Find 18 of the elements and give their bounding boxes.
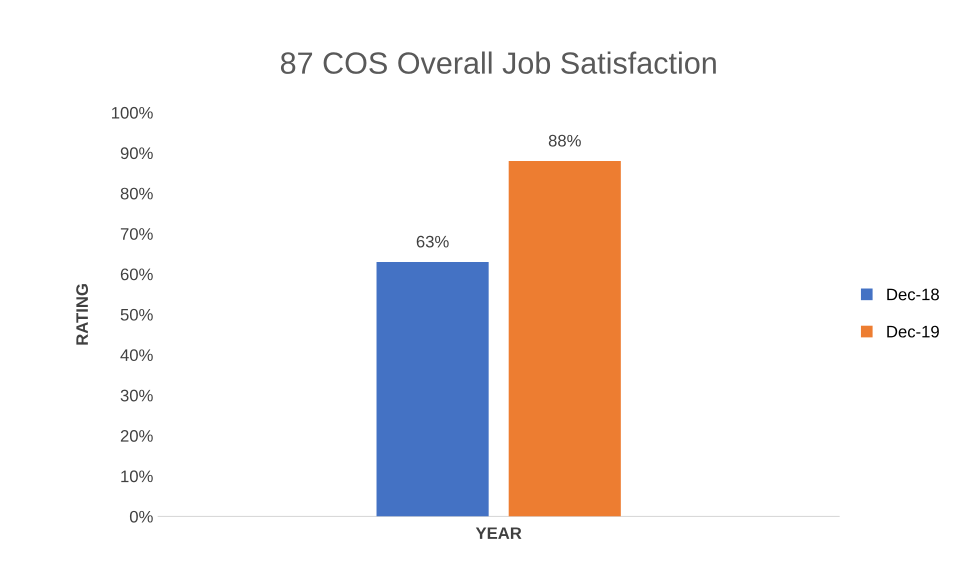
legend-label: Dec-19 [887,326,939,338]
y-tick-label: 10% [121,470,153,482]
y-tick-label: 60% [120,268,153,280]
y-tick-label: 80% [120,188,153,200]
y-tick-label: 40% [120,349,153,362]
x-axis-title: YEAR [476,527,522,539]
y-tick-label: 30% [120,390,153,402]
data-label: 88% [548,134,581,147]
y-tick-label: 0% [130,510,153,523]
y-tick-label: 50% [120,308,153,321]
data-label: 63% [416,236,449,248]
y-axis-title: RATING [76,284,88,345]
y-tick-label: 100% [112,106,153,119]
legend-label: Dec-18 [887,288,939,300]
y-tick-label: 20% [120,430,153,442]
y-tick-label: 70% [120,228,153,240]
chart-title: 87 COS Overall Job Satisfaction [280,51,716,74]
y-tick-label: 90% [120,147,153,160]
